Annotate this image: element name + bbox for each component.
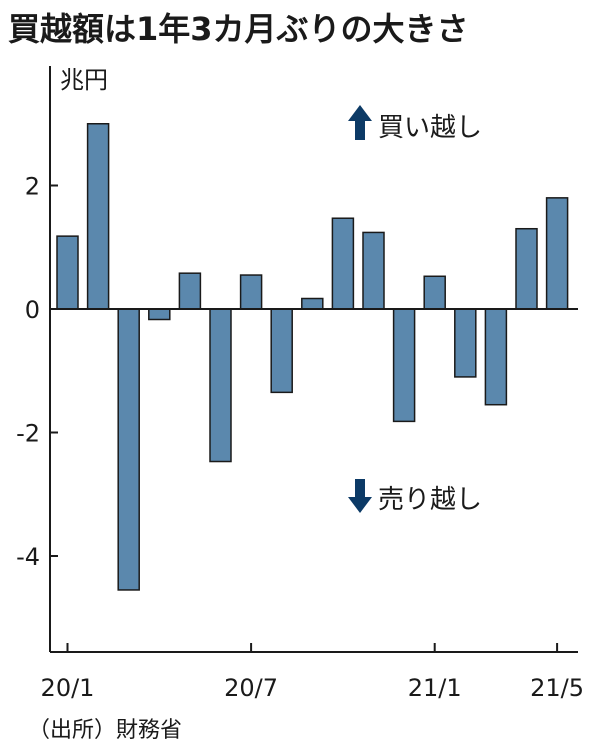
bar-2 (117, 308, 140, 591)
bar-0 (56, 235, 79, 310)
down-arrow-icon (348, 479, 372, 513)
bar-9 (331, 217, 355, 310)
bar-5 (209, 308, 232, 463)
bar-11 (392, 308, 416, 423)
y-tick-label: 0 (25, 296, 40, 324)
x-tick-label: 20/7 (224, 674, 278, 702)
bar-3 (148, 308, 171, 321)
bar-13 (454, 308, 477, 378)
y-axis-label: 兆円 (60, 66, 108, 94)
sell-label: 売り越し (378, 485, 482, 515)
x-tick-label: 20/1 (41, 674, 95, 702)
bar-8 (301, 297, 324, 310)
x-ticks: 20/1 20/7 21/1 21/5 (41, 643, 584, 702)
buy-annotation: 買い越し (348, 105, 482, 143)
bar-6 (239, 274, 263, 310)
up-arrow-icon (348, 105, 372, 140)
y-ticks: -4 -2 0 2 (16, 173, 58, 571)
x-tick-label: 21/1 (408, 674, 462, 702)
source-note: （出所）財務省 (28, 718, 183, 743)
bar-15 (515, 227, 538, 310)
y-tick-label: -2 (16, 420, 40, 448)
sell-annotation: 売り越し (348, 479, 482, 515)
bar-12 (423, 275, 446, 310)
y-tick-label: -4 (16, 543, 40, 571)
bar-16 (545, 197, 569, 310)
bar-10 (362, 231, 385, 310)
bar-14 (484, 308, 508, 406)
chart-title: 買越額は1年3カ月ぶりの大きさ (8, 10, 469, 48)
x-tick-label: 21/5 (530, 674, 584, 702)
bars (56, 123, 569, 591)
bar-4 (178, 272, 202, 310)
y-tick-label: 2 (25, 173, 40, 201)
buy-label: 買い越し (378, 113, 482, 143)
bar-7 (270, 308, 293, 394)
bar-1 (86, 123, 110, 310)
